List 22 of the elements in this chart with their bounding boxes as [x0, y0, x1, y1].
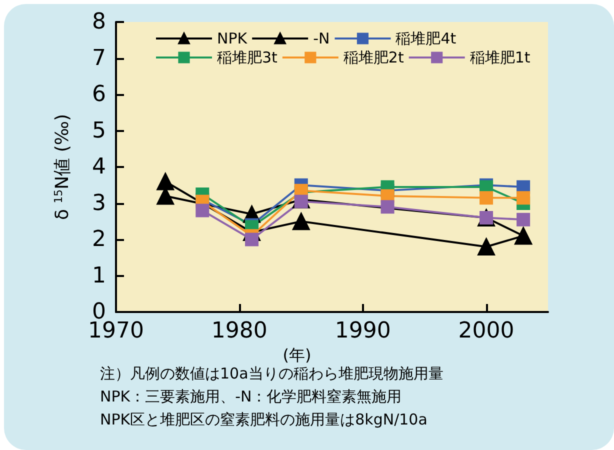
y-tick-label: 2	[92, 227, 106, 252]
text: NPK：三要素施用、-N：化学肥料窒素無施用	[100, 388, 402, 406]
x-tick-label: 1990	[334, 318, 391, 344]
y-tick-label: 3	[92, 190, 106, 216]
y-tick-label: 6	[92, 82, 106, 107]
y-axis-title: δ 15N値 (‰)	[52, 114, 73, 220]
y-tick-label: 5	[92, 118, 106, 144]
x-axis-title: (年)	[282, 345, 312, 364]
legend-label: 稲堆肥3t	[217, 48, 278, 66]
legend-label: NPK	[217, 30, 248, 48]
y-tick-label: 4	[92, 154, 106, 180]
x-tick-label: 2000	[458, 318, 514, 344]
text: 注）凡例の数値は10a当りの稲わら堆肥現物施用量	[100, 364, 444, 382]
y-tick-label: 1	[92, 263, 106, 288]
x-tick-label: 1980	[211, 318, 268, 344]
legend-label: 稲堆肥1t	[470, 48, 530, 66]
legend-label: -N	[313, 30, 330, 48]
y-tick-label: 7	[92, 46, 106, 71]
y-tick-label: 8	[92, 10, 106, 34]
legend-label: 稲堆肥2t	[343, 48, 404, 66]
legend-label: 稲堆肥4t	[396, 30, 456, 48]
text: NPK区と堆肥区の窒素肥料の施用量は8kgN/10a	[100, 410, 428, 428]
